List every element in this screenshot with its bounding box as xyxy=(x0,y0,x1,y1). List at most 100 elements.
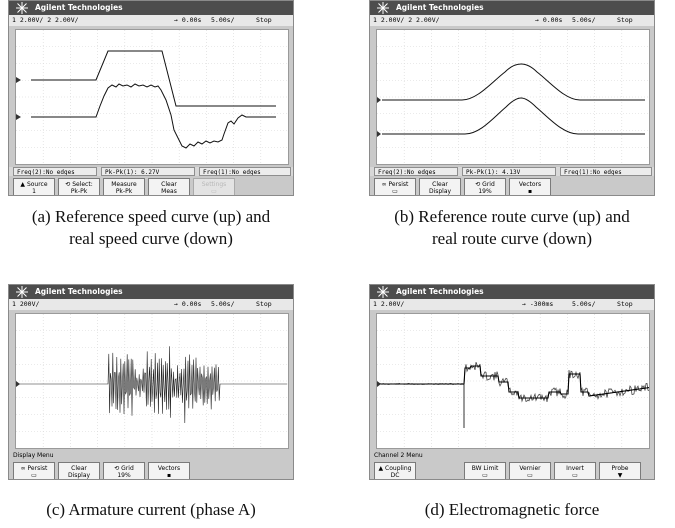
softkey-value: ▪ xyxy=(166,472,172,479)
softkey-label: Clear xyxy=(161,181,177,188)
softkey-label: ▲ Coupling xyxy=(378,465,412,472)
brand-label: Agilent Technologies xyxy=(35,287,123,296)
waveform-svg xyxy=(16,30,288,164)
softkey-value: Display xyxy=(428,188,452,195)
measurement-bar: Freq(2):No edges Pk-Pk(1): 4.13V Freq(1)… xyxy=(370,167,654,176)
softkey-value: Pk-Pk xyxy=(115,188,133,195)
time-position: → 0.00s xyxy=(535,16,563,24)
time-position: → 0.00s xyxy=(174,16,202,24)
settings-softkey[interactable]: Settings ▭ xyxy=(193,178,235,195)
waveform-svg xyxy=(16,314,288,448)
agilent-spark-icon xyxy=(16,286,28,298)
grid-softkey[interactable]: ⟲ Grid 19% xyxy=(103,462,145,479)
waveform-display xyxy=(376,313,650,449)
caption-line: real route curve (down) xyxy=(431,229,592,248)
softkey-value: ▼ xyxy=(617,472,623,479)
softkey-label: Measure xyxy=(111,181,137,188)
softkey-label: ▲ Source xyxy=(20,181,48,188)
caption-b: (b) Reference route curve (up) and real … xyxy=(347,206,675,250)
softkey-row: ∞ Persist ▭ Clear Display ⟲ Grid 19% Vector… xyxy=(370,177,654,195)
bw-limit-softkey[interactable]: BW Limit ▭ xyxy=(464,462,506,479)
channel-2-marker xyxy=(16,114,21,120)
scope-panel-c: Agilent Technologies 1 200V/ → 0.00s 5.0… xyxy=(8,284,294,480)
time-position: → -300ms xyxy=(522,300,554,308)
scope-titlebar: Agilent Technologies xyxy=(9,1,293,15)
menu-title: Channel 2 Menu xyxy=(374,452,423,459)
menu-title: Display Menu xyxy=(13,452,54,459)
clear-display-softkey[interactable]: Clear Display xyxy=(419,178,461,195)
softkey-label: ∞ Persist xyxy=(20,465,48,472)
softkey-label: Vectors xyxy=(518,181,542,188)
time-position: → 0.00s xyxy=(174,300,202,308)
brand-label: Agilent Technologies xyxy=(35,3,123,12)
measurement-freq-1: Freq(1):No edges xyxy=(199,167,291,176)
channel-scale: 1 200V/ xyxy=(12,300,40,308)
scope-panel-b: Agilent Technologies 1 2.00V/ 2 2.00V/ →… xyxy=(369,0,655,196)
caption-c: (c) Armature current (phase A) xyxy=(0,499,316,521)
scope-panel-a: Agilent Technologies 1 2.00V/ 2 2.00V/ →… xyxy=(8,0,294,196)
softkey-value: ▭ xyxy=(31,472,37,479)
softkey-value: Display xyxy=(67,472,91,479)
caption-line: real speed curve (down) xyxy=(69,229,233,248)
brand-label: Agilent Technologies xyxy=(396,287,484,296)
channel-1-marker xyxy=(377,97,381,103)
caption-line: (c) Armature current (phase A) xyxy=(46,500,256,519)
timebase: 5.00s/ xyxy=(211,16,235,24)
scope-titlebar: Agilent Technologies xyxy=(370,285,654,299)
timebase: 5.00s/ xyxy=(211,300,235,308)
measurement-pkpk-1: Pk-Pk(1): 6.27V xyxy=(101,167,195,176)
persist-softkey[interactable]: ∞ Persist ▭ xyxy=(13,462,55,479)
measurement-freq-2: Freq(2):No edges xyxy=(374,167,458,176)
scope-statusbar: 1 2.00V/ 2 2.00V/ → 0.00s 5.00s/ Stop xyxy=(370,15,654,26)
softkey-value: 1 xyxy=(32,188,36,195)
run-state: Stop xyxy=(256,300,272,308)
waveform-svg xyxy=(377,30,649,164)
measurement-freq-2: Freq(2):No edges xyxy=(13,167,97,176)
channel-1-marker xyxy=(16,77,21,83)
softkey-value: Pk-Pk xyxy=(70,188,88,195)
softkey-row: ▲ Coupling DC BW Limit ▭ Vernier ▭ Invert ▭ … xyxy=(370,461,654,479)
emf-mean-trace xyxy=(377,365,649,399)
measure-softkey[interactable]: Measure Pk-Pk xyxy=(103,178,145,195)
clear-display-softkey[interactable]: Clear Display xyxy=(58,462,100,479)
persist-softkey[interactable]: ∞ Persist ▭ xyxy=(374,178,416,195)
reference-route-trace xyxy=(382,63,645,101)
caption-line: (a) Reference speed curve (up) and xyxy=(31,207,271,226)
channel-2-marker xyxy=(377,131,381,137)
probe-softkey[interactable]: Probe ▼ xyxy=(599,462,641,479)
scope-panel-d: Agilent Technologies 1 2.00V/ → -300ms 5… xyxy=(369,284,655,480)
softkey-value: ▭ xyxy=(211,188,217,195)
select-softkey[interactable]: ⟲ Select: Pk-Pk xyxy=(58,178,100,195)
channel-scale: 1 2.00V/ 2 2.00V/ xyxy=(373,16,440,24)
softkey-label: ∞ Persist xyxy=(381,181,409,188)
channel-scale: 1 2.00V/ xyxy=(373,300,405,308)
channel-1-marker xyxy=(377,381,381,387)
invert-softkey[interactable]: Invert ▭ xyxy=(554,462,596,479)
vectors-softkey[interactable]: Vectors ▪ xyxy=(148,462,190,479)
softkey-value: ▭ xyxy=(572,472,578,479)
brand-label: Agilent Technologies xyxy=(396,3,484,12)
softkey-value: ▭ xyxy=(482,472,488,479)
grid-softkey[interactable]: ⟲ Grid 19% xyxy=(464,178,506,195)
softkey-label: ⟲ Grid xyxy=(114,465,134,472)
timebase: 5.00s/ xyxy=(572,300,596,308)
vernier-softkey[interactable]: Vernier ▭ xyxy=(509,462,551,479)
channel-ground-markers xyxy=(377,97,381,137)
measurement-freq-1: Freq(1):No edges xyxy=(560,167,652,176)
clear-meas-softkey[interactable]: Clear Meas xyxy=(148,178,190,195)
vectors-softkey[interactable]: Vectors ▪ xyxy=(509,178,551,195)
real-route-trace xyxy=(382,97,645,135)
softkey-value: ▭ xyxy=(392,188,398,195)
caption-a: (a) Reference speed curve (up) and real … xyxy=(0,206,316,250)
waveform-display xyxy=(15,29,289,165)
coupling-softkey[interactable]: ▲ Coupling DC xyxy=(374,462,416,479)
run-state: Stop xyxy=(617,300,633,308)
scope-titlebar: Agilent Technologies xyxy=(9,285,293,299)
softkey-label: Clear xyxy=(71,465,87,472)
waveform-svg xyxy=(377,314,649,448)
source-softkey[interactable]: ▲ Source 1 xyxy=(13,178,55,195)
waveform-display xyxy=(15,313,289,449)
softkey-label: Settings xyxy=(201,181,227,188)
softkey-row: ▲ Source 1 ⟲ Select: Pk-Pk Measure Pk-Pk Cl… xyxy=(9,177,293,195)
scope-titlebar: Agilent Technologies xyxy=(370,1,654,15)
